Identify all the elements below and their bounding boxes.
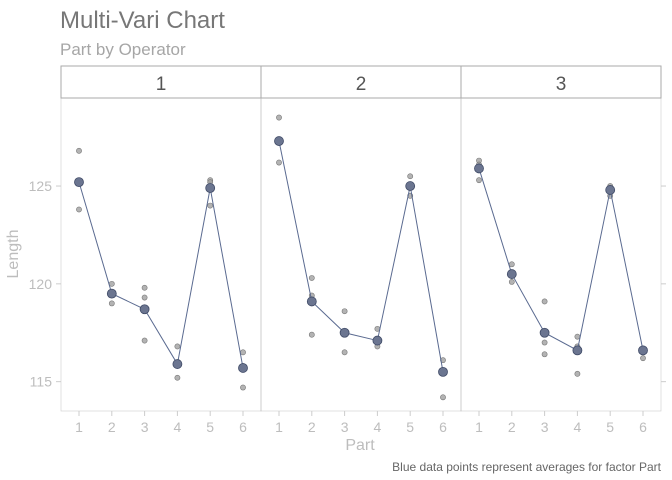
- mean-point: [638, 345, 648, 356]
- raw-point: [476, 177, 482, 184]
- x-tick-label: 5: [406, 419, 414, 435]
- chart-caption: Blue data points represent averages for …: [392, 460, 661, 474]
- y-tick-label: 115: [30, 374, 53, 390]
- raw-point: [574, 370, 581, 377]
- strip-label: 3: [556, 74, 567, 95]
- x-tick-label: 6: [439, 419, 447, 435]
- raw-point: [341, 308, 348, 315]
- raw-point: [240, 349, 246, 356]
- raw-point: [308, 275, 315, 281]
- mean-point: [506, 269, 517, 279]
- raw-point: [574, 333, 581, 340]
- raw-point: [141, 284, 148, 291]
- raw-point: [240, 384, 246, 391]
- raw-point: [76, 147, 82, 154]
- x-axis-title: Part: [345, 437, 375, 454]
- raw-point: [508, 278, 515, 285]
- y-tick-label: 120: [29, 276, 53, 292]
- raw-point: [76, 206, 82, 213]
- strip-box: [460, 65, 662, 99]
- panel-1: 1 1 2 3 4 5 6: [60, 65, 262, 435]
- x-tick-label: 3: [141, 419, 149, 435]
- y-axis: 115 120 125: [29, 178, 666, 390]
- mean-point: [205, 183, 216, 193]
- mean-line: [278, 140, 444, 372]
- x-tick-label: 5: [606, 419, 614, 435]
- mean-point: [605, 185, 616, 195]
- x-tick-label: 4: [574, 419, 582, 435]
- raw-point: [207, 202, 214, 209]
- x-tick-label: 6: [239, 419, 247, 435]
- raw-point: [541, 351, 548, 358]
- mean-point: [539, 327, 550, 338]
- mean-point: [172, 359, 183, 369]
- raw-point: [108, 300, 115, 307]
- panel-3: 3 1 2 3 4 5 6: [460, 65, 662, 435]
- panel-border: [60, 97, 262, 412]
- raw-point: [440, 357, 446, 364]
- panel-border: [260, 97, 462, 412]
- raw-point: [108, 280, 115, 287]
- mean-point: [274, 136, 284, 146]
- x-tick-label: 3: [541, 419, 549, 435]
- mean-point: [572, 345, 583, 356]
- x-tick-label: 2: [108, 419, 116, 435]
- raw-point: [276, 159, 282, 166]
- raw-point: [341, 349, 348, 356]
- raw-point: [407, 173, 414, 180]
- strip-box: [260, 65, 462, 99]
- mean-point: [438, 366, 448, 377]
- chart-subtitle: Part by Operator: [60, 40, 186, 59]
- mean-point: [372, 335, 383, 346]
- mean-point: [339, 327, 350, 338]
- x-tick-label: 6: [639, 419, 647, 435]
- mean-point: [474, 163, 484, 174]
- raw-point: [174, 343, 181, 350]
- raw-point: [141, 337, 148, 344]
- y-tick-label: 125: [29, 178, 53, 194]
- raw-point: [640, 355, 646, 362]
- strip-label: 2: [356, 74, 367, 95]
- raw-point: [174, 374, 181, 381]
- x-tick-label: 1: [475, 419, 483, 435]
- panel-border: [460, 97, 662, 412]
- mean-line: [478, 168, 644, 352]
- raw-point: [141, 294, 148, 301]
- y-axis-title: Length: [5, 230, 22, 279]
- panels: 1 1 2 3 4 5 6 2 1 2 3 4 5 6 3 1 2 3 4 5 6: [60, 65, 662, 435]
- panel-2: 2 1 2 3 4 5 6: [260, 65, 462, 435]
- mean-point: [139, 304, 150, 315]
- strip-label: 1: [156, 74, 167, 95]
- x-tick-label: 2: [308, 419, 316, 435]
- mean-point: [306, 296, 317, 307]
- mean-point: [405, 181, 416, 191]
- x-tick-label: 5: [206, 419, 214, 435]
- mean-line: [78, 181, 244, 369]
- x-tick-label: 2: [508, 419, 516, 435]
- x-tick-label: 4: [374, 419, 382, 435]
- x-tick-label: 4: [174, 419, 182, 435]
- mean-point: [74, 177, 84, 188]
- strip-box: [60, 65, 262, 99]
- mean-point: [106, 288, 117, 299]
- x-tick-label: 1: [75, 419, 83, 435]
- raw-point: [276, 114, 282, 121]
- raw-point: [308, 331, 315, 338]
- raw-point: [508, 261, 515, 268]
- x-tick-label: 3: [341, 419, 349, 435]
- raw-point: [541, 298, 548, 305]
- chart-title: Multi-Vari Chart: [60, 7, 225, 34]
- mean-point: [238, 363, 248, 373]
- raw-point: [541, 339, 548, 346]
- raw-point: [440, 394, 446, 401]
- x-tick-label: 1: [275, 419, 283, 435]
